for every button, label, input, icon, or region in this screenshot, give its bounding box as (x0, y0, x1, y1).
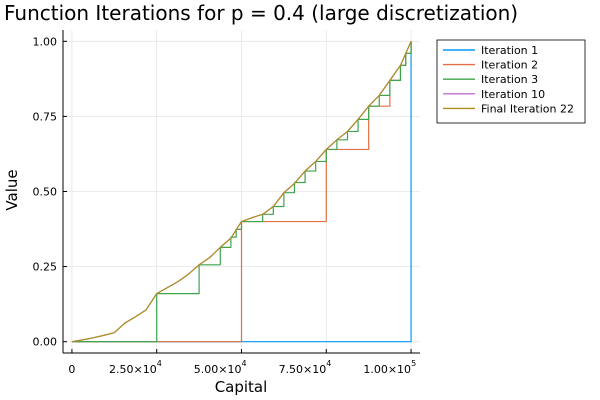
legend-label-5: Final Iteration 22 (481, 102, 574, 115)
x-tick-label-0: 0 (68, 363, 75, 376)
y-axis-title: Value (3, 169, 21, 210)
x-tick-label-3: 7.50×10 (279, 363, 327, 376)
y-tick-label-1: 0.25 (33, 261, 58, 274)
x-axis-ticks: 0 2.50×10 4 5.00×10 4 7.50×10 4 1.00×10 5 (68, 349, 416, 376)
y-tick-label-0: 0.00 (33, 336, 58, 349)
series-line-5 (71, 41, 412, 343)
y-tick-label-2: 0.50 (33, 186, 58, 199)
x-tick-exponent-4: 5 (411, 359, 416, 368)
legend-label-1: Iteration 1 (481, 44, 538, 57)
legend-box (436, 39, 586, 124)
x-tick-label-1: 2.50×10 (109, 363, 157, 376)
x-tick-label-4: 1.00×10 (363, 363, 411, 376)
legend-label-2: Iteration 2 (481, 59, 538, 72)
y-axis-ticks: 0.00 0.25 0.50 0.75 1.00 (33, 35, 67, 349)
legend-label-3: Iteration 3 (481, 73, 538, 86)
x-tick-label-2: 5.00×10 (194, 363, 242, 376)
x-tick-exponent-2: 4 (242, 359, 247, 368)
chart-title: Function Iterations for p = 0.4 (large d… (4, 1, 518, 25)
x-tick-exponent-3: 4 (326, 359, 331, 368)
plot-series (71, 41, 412, 343)
x-tick-exponent-1: 4 (157, 359, 162, 368)
y-tick-label-4: 1.00 (33, 35, 58, 48)
legend-label-4: Iteration 10 (481, 88, 545, 101)
y-tick-label-3: 0.75 (33, 110, 58, 123)
x-axis-title: Capital (215, 378, 268, 396)
